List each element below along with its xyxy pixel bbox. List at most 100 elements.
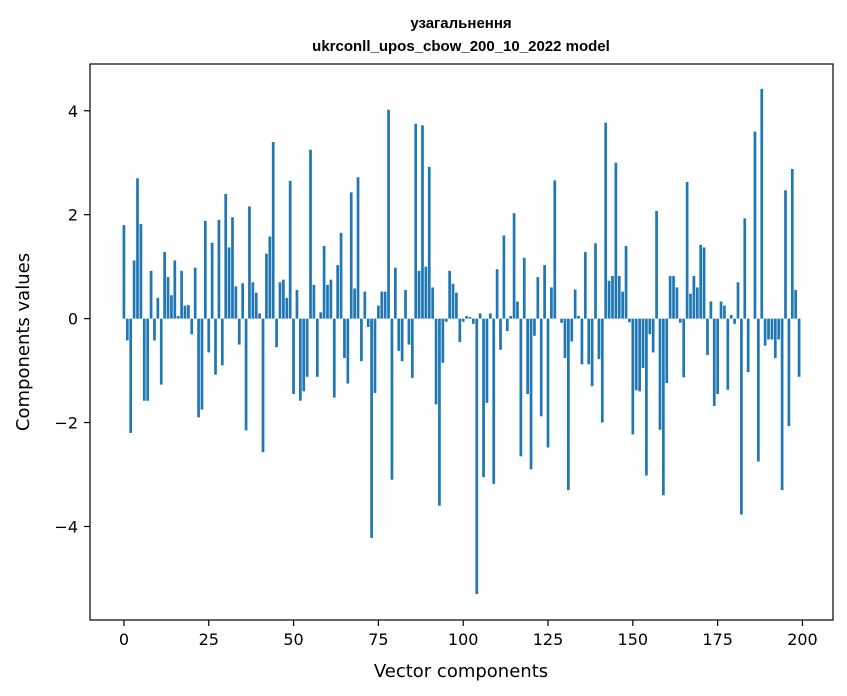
bar-18 — [183, 305, 187, 319]
bar-19 — [187, 305, 190, 319]
bar-41 — [261, 318, 265, 453]
bar-168 — [692, 276, 696, 319]
bar-90 — [427, 166, 431, 319]
bar-45 — [275, 318, 278, 348]
bar-132 — [570, 318, 574, 342]
x-tick-label: 25 — [199, 630, 219, 649]
bar-107 — [485, 318, 489, 403]
y-tick-label: 0 — [68, 310, 78, 329]
bar-134 — [577, 316, 580, 319]
bar-106 — [482, 318, 485, 478]
bar-126 — [550, 287, 553, 319]
bar-174 — [712, 318, 716, 406]
bar-189 — [763, 318, 767, 346]
bar-25 — [207, 318, 211, 353]
bar-73 — [370, 318, 373, 538]
bar-series — [122, 88, 801, 595]
bar-72 — [366, 318, 370, 327]
bar-160 — [665, 318, 669, 384]
bar-39 — [254, 292, 258, 319]
bar-113 — [505, 318, 509, 332]
bar-148 — [624, 245, 628, 319]
x-tick-label: 200 — [787, 630, 818, 649]
bar-136 — [583, 252, 587, 319]
bar-193 — [777, 318, 781, 340]
bar-103 — [472, 318, 475, 324]
bar-2 — [129, 318, 133, 433]
bar-63 — [336, 265, 340, 319]
bar-28 — [217, 219, 221, 319]
bar-150 — [631, 318, 635, 435]
bar-13 — [166, 277, 170, 319]
bar-187 — [757, 318, 760, 462]
bar-100 — [461, 318, 465, 322]
bar-49 — [288, 180, 292, 319]
bar-97 — [451, 283, 455, 319]
bar-140 — [597, 318, 601, 360]
bar-183 — [743, 218, 747, 319]
bar-166 — [685, 181, 689, 319]
bar-104 — [475, 318, 479, 595]
bar-85 — [410, 318, 414, 378]
bar-117 — [519, 318, 523, 457]
bar-196 — [787, 318, 791, 427]
bar-163 — [675, 287, 679, 319]
bar-42 — [265, 253, 268, 319]
bar-147 — [621, 291, 625, 319]
bar-191 — [770, 318, 774, 340]
bar-115 — [512, 213, 516, 319]
bar-36 — [244, 318, 248, 431]
bar-138 — [590, 318, 594, 387]
bar-144 — [611, 276, 614, 319]
chart-title-line1: узагальнення — [410, 15, 511, 32]
bar-76 — [380, 291, 384, 319]
bar-162 — [672, 276, 675, 319]
bar-34 — [237, 318, 241, 345]
bar-80 — [393, 267, 397, 319]
bar-127 — [553, 180, 557, 319]
bar-125 — [546, 318, 550, 448]
bar-133 — [573, 289, 577, 319]
y-tick-label: 2 — [68, 206, 78, 225]
bar-35 — [241, 283, 245, 319]
x-tick-label: 75 — [368, 630, 388, 649]
bar-91 — [431, 287, 435, 319]
bar-52 — [298, 318, 302, 401]
bar-92 — [434, 318, 438, 405]
x-tick-label: 50 — [283, 630, 303, 649]
y-tick-label: −4 — [54, 517, 78, 536]
bar-98 — [455, 292, 458, 319]
bar-82 — [400, 318, 404, 362]
bar-88 — [421, 125, 424, 319]
bar-119 — [526, 318, 530, 394]
bar-93 — [438, 318, 441, 506]
bar-164 — [678, 318, 682, 323]
x-tick-label: 150 — [618, 630, 649, 649]
bar-114 — [509, 316, 513, 319]
bar-9 — [153, 318, 156, 341]
bar-65 — [343, 318, 346, 359]
bar-169 — [695, 287, 699, 319]
bar-182 — [740, 318, 743, 515]
bar-12 — [163, 252, 166, 319]
bar-94 — [441, 318, 445, 363]
bar-153 — [641, 318, 645, 368]
y-axis-label: Components values — [13, 253, 34, 431]
bar-67 — [349, 192, 353, 319]
bar-75 — [377, 305, 380, 319]
bar-178 — [726, 318, 730, 390]
bar-135 — [580, 318, 584, 365]
x-tick-label: 125 — [533, 630, 564, 649]
bar-175 — [716, 318, 719, 394]
bar-83 — [404, 290, 407, 319]
bar-86 — [414, 123, 418, 319]
bar-64 — [339, 232, 343, 319]
bar-123 — [539, 318, 543, 417]
bar-78 — [387, 109, 390, 319]
bar-17 — [180, 270, 183, 319]
bar-108 — [488, 313, 492, 319]
bar-40 — [258, 313, 261, 319]
bar-105 — [478, 313, 482, 319]
bar-176 — [719, 301, 723, 319]
